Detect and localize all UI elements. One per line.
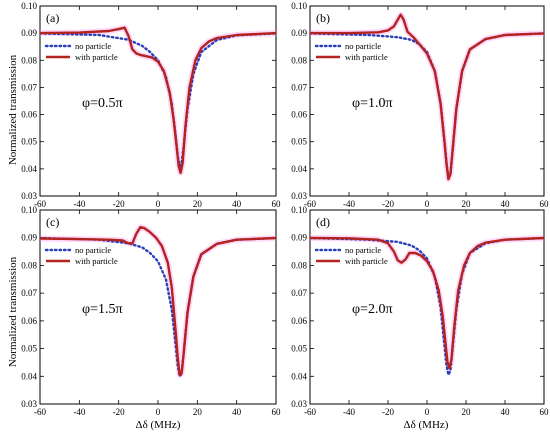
x-tick-label: -60 xyxy=(34,199,46,209)
y-tick-label: 0.07 xyxy=(21,82,37,92)
x-tick-label: 0 xyxy=(156,407,161,417)
x-tick-label: 60 xyxy=(272,199,282,209)
y-tick-label: 0.07 xyxy=(21,288,37,298)
y-tick-label: 0.10 xyxy=(291,1,307,11)
y-tick-label: 0.04 xyxy=(291,164,307,174)
panel-d: -60 -40 -20 0 20 40 60 0.03 0.04 0.05 0.06 0.07 0.08… xyxy=(291,205,549,417)
x-tick-label: -20 xyxy=(113,199,125,209)
y-tick-label: 0.07 xyxy=(291,288,307,298)
legend-label: no particle xyxy=(75,41,111,51)
legend-label: with particle xyxy=(345,256,388,266)
y-tick-label: 0.04 xyxy=(21,371,37,381)
x-tick-label: -20 xyxy=(113,407,125,417)
x-tick-label: -60 xyxy=(304,199,316,209)
panel-tag: (d) xyxy=(316,215,330,229)
y-tick-label: 0.08 xyxy=(291,55,307,65)
y-tick-label: 0.03 xyxy=(291,399,307,409)
y-tick-label: 0.05 xyxy=(21,344,37,354)
x-tick-label: 0 xyxy=(425,199,430,209)
panel-c: -60 -40 -20 0 20 40 60 0.03 0.04 0.05 0.06 0.07 0.08… xyxy=(21,205,281,417)
x-tick-label: -40 xyxy=(343,407,355,417)
y-tick-label: 0.05 xyxy=(291,344,307,354)
y-tick-label: 0.09 xyxy=(291,233,307,243)
y-tick-label: 0.06 xyxy=(291,110,307,120)
y-tick-label: 0.09 xyxy=(21,233,37,243)
panel-a: -60 -40 -20 0 20 40 60 0.03 0.04 0.05 0.06 0.07 0.08… xyxy=(21,1,281,209)
y-tick-label: 0.09 xyxy=(291,28,307,38)
y-tick-label: 0.07 xyxy=(291,82,307,92)
y-tick-label: 0.06 xyxy=(21,110,37,120)
y-axis-title-bottom: Normalized transmission xyxy=(7,256,19,367)
y-tick-label: 0.06 xyxy=(21,316,37,326)
panel-tag: (c) xyxy=(46,215,59,229)
y-tick-label: 0.10 xyxy=(21,1,37,11)
series-with-particle xyxy=(310,13,544,181)
y-tick-label: 0.04 xyxy=(21,164,37,174)
y-tick-label: 0.10 xyxy=(291,205,307,215)
panel-tag: (b) xyxy=(316,11,330,25)
x-tick-label: -60 xyxy=(34,407,46,417)
panel-tag: (a) xyxy=(46,11,59,25)
legend-label: with particle xyxy=(75,52,118,62)
x-tick-label: 20 xyxy=(193,407,203,417)
x-tick-label: -60 xyxy=(304,407,316,417)
x-tick-label: -40 xyxy=(73,199,85,209)
x-tick-label: -40 xyxy=(73,407,85,417)
y-tick-label: 0.10 xyxy=(21,205,37,215)
y-tick-label: 0.03 xyxy=(21,399,37,409)
phase-annotation: φ=1.5π xyxy=(82,302,123,317)
y-tick-label: 0.05 xyxy=(21,137,37,147)
y-tick-label: 0.05 xyxy=(291,137,307,147)
y-axis-title-top: Normalized transmission xyxy=(7,54,19,165)
series-with-particle-glow xyxy=(310,11,544,183)
y-tick-label: 0.09 xyxy=(21,28,37,38)
phase-annotation: φ=2.0π xyxy=(352,302,393,317)
series-with-particle xyxy=(40,26,276,175)
y-tick-label: 0.04 xyxy=(291,371,307,381)
x-axis-title-left: Δδ (MHz) xyxy=(136,419,181,431)
y-tick-label: 0.08 xyxy=(291,260,307,270)
x-tick-label: 60 xyxy=(272,407,282,417)
panel-b: -60 -40 -20 0 20 40 60 0.03 0.04 0.05 0.06 0.07 0.08… xyxy=(291,1,549,209)
x-tick-label: -20 xyxy=(382,199,394,209)
legend-label: no particle xyxy=(345,245,381,255)
x-tick-label: 60 xyxy=(540,407,550,417)
y-tick-label: 0.03 xyxy=(21,191,37,201)
phase-annotation: φ=1.0π xyxy=(352,96,393,111)
x-tick-label: 40 xyxy=(501,407,511,417)
x-axis-title-right: Δδ (MHz) xyxy=(404,419,449,431)
legend-label: no particle xyxy=(75,245,111,255)
series-with-particle xyxy=(40,225,276,377)
x-tick-label: 20 xyxy=(462,199,472,209)
x-tick-label: 20 xyxy=(462,407,472,417)
legend-label: with particle xyxy=(345,52,388,62)
x-tick-label: 0 xyxy=(425,407,430,417)
legend-label: with particle xyxy=(75,256,118,266)
y-tick-label: 0.03 xyxy=(291,191,307,201)
x-tick-label: 40 xyxy=(232,199,242,209)
x-tick-label: 60 xyxy=(540,199,550,209)
y-tick-label: 0.08 xyxy=(21,260,37,270)
legend-label: no particle xyxy=(345,41,381,51)
x-tick-label: 40 xyxy=(501,199,511,209)
x-tick-label: 40 xyxy=(232,407,242,417)
series-with-particle xyxy=(310,236,544,370)
x-tick-label: -40 xyxy=(343,199,355,209)
x-tick-label: 0 xyxy=(156,199,161,209)
y-tick-label: 0.08 xyxy=(21,55,37,65)
x-tick-label: -20 xyxy=(382,407,394,417)
x-tick-label: 20 xyxy=(193,199,203,209)
y-tick-label: 0.06 xyxy=(291,316,307,326)
phase-annotation: φ=0.5π xyxy=(82,96,123,111)
